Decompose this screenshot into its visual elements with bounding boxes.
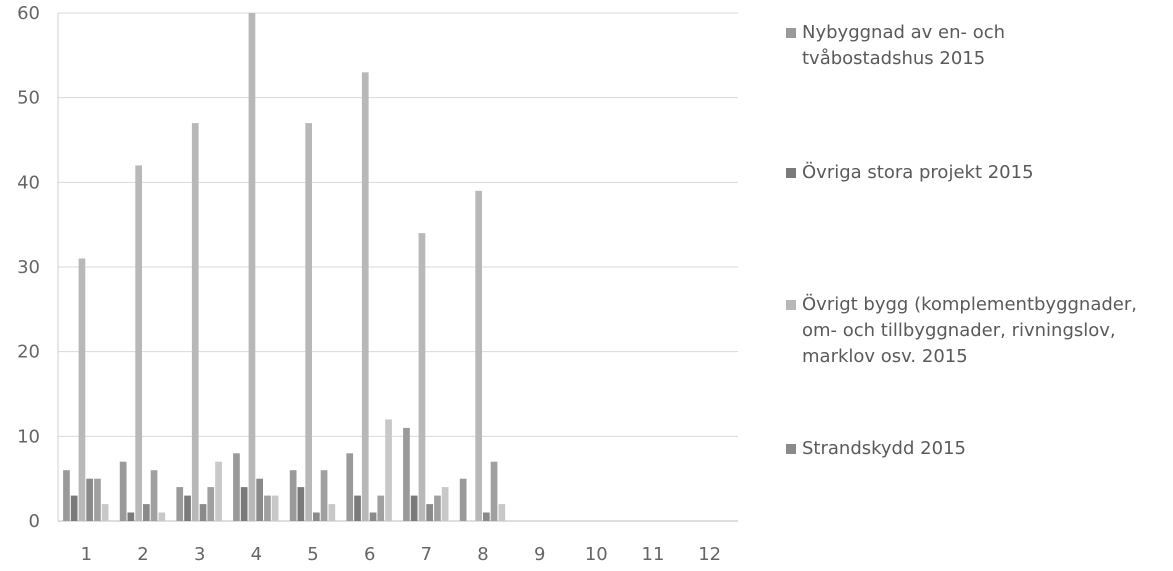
bar (475, 190, 482, 522)
x-tick-label: 1 (81, 544, 92, 565)
legend-item-ovrigt-bygg: Övrigt bygg (komplementbyggnader, om- oc… (786, 292, 1173, 370)
x-tick-label: 2 (137, 544, 148, 565)
x-tick-label: 8 (477, 544, 488, 565)
bar (143, 504, 150, 521)
bar (63, 470, 70, 521)
y-axis-ticks: 0 10 20 30 40 50 60 (17, 3, 40, 532)
bar (305, 123, 312, 521)
bar (233, 453, 240, 521)
legend-swatch (786, 168, 796, 178)
bar (297, 487, 305, 521)
x-axis-ticks: 1 2 3 4 5 6 7 8 9 10 11 12 (81, 544, 722, 565)
bar (441, 487, 449, 521)
bar (377, 495, 385, 521)
bar (483, 512, 490, 521)
bar (403, 427, 410, 521)
legend-label: Övriga stora projekt 2015 (802, 162, 1034, 183)
bar (86, 478, 93, 521)
bar (207, 487, 215, 521)
y-tick-label: 0 (29, 511, 40, 532)
legend-swatch (786, 300, 796, 310)
bar (354, 495, 361, 521)
bar (215, 461, 222, 521)
bar (184, 495, 191, 521)
bar (418, 233, 426, 521)
bar (94, 478, 101, 521)
bar (498, 504, 506, 521)
bar (426, 504, 433, 521)
y-tick-label: 50 (17, 88, 40, 109)
legend-label: Övrigt bygg (komplementbyggnader, om- oc… (802, 294, 1137, 367)
bar (248, 13, 256, 521)
bar (135, 165, 142, 521)
y-tick-label: 60 (17, 3, 40, 24)
bar (176, 487, 184, 521)
x-tick-label: 12 (698, 544, 721, 565)
bar (410, 495, 418, 521)
x-tick-label: 6 (364, 544, 375, 565)
legend-label: Nybyggnad av en- och tvåbostadshus 2015 (802, 22, 1006, 69)
bar (158, 512, 166, 521)
bar (346, 453, 354, 521)
x-tick-label: 7 (421, 544, 432, 565)
bar (328, 504, 336, 521)
legend-item-nybyggnad: Nybyggnad av en- och tvåbostadshus 2015 (786, 20, 1052, 72)
legend-swatch (786, 28, 796, 38)
bar (271, 495, 279, 521)
bar (78, 258, 86, 521)
legend-swatch (786, 444, 796, 454)
bar (191, 123, 199, 521)
y-tick-label: 10 (17, 426, 40, 447)
x-tick-label: 3 (194, 544, 205, 565)
bar (434, 495, 441, 521)
bar (320, 470, 328, 521)
bar (289, 470, 297, 521)
bar (127, 512, 135, 521)
bar (240, 487, 248, 521)
y-tick-label: 20 (17, 342, 40, 363)
legend-item-ovriga-stora-projekt: Övriga stora projekt 2015 (786, 160, 1172, 186)
x-tick-label: 4 (251, 544, 262, 565)
bar (369, 512, 377, 521)
legend-item-strandskydd: Strandskydd 2015 (786, 436, 1172, 462)
bar (490, 461, 498, 521)
y-tick-label: 40 (17, 172, 40, 193)
x-tick-label: 11 (642, 544, 665, 565)
bar (70, 495, 78, 521)
x-tick-label: 5 (307, 544, 318, 565)
legend-label: Strandskydd 2015 (802, 438, 966, 459)
bar (119, 461, 127, 521)
bar (313, 512, 320, 521)
x-tick-label: 10 (585, 544, 608, 565)
x-tick-label: 9 (534, 544, 545, 565)
bar (361, 72, 369, 522)
bar (264, 495, 271, 521)
bar (256, 478, 263, 521)
bars (63, 13, 506, 522)
y-tick-label: 30 (17, 257, 40, 278)
bar (385, 419, 392, 521)
bar (150, 470, 158, 521)
bar (199, 504, 207, 521)
gridlines (57, 12, 738, 522)
bar (101, 504, 109, 521)
bar (459, 478, 467, 521)
